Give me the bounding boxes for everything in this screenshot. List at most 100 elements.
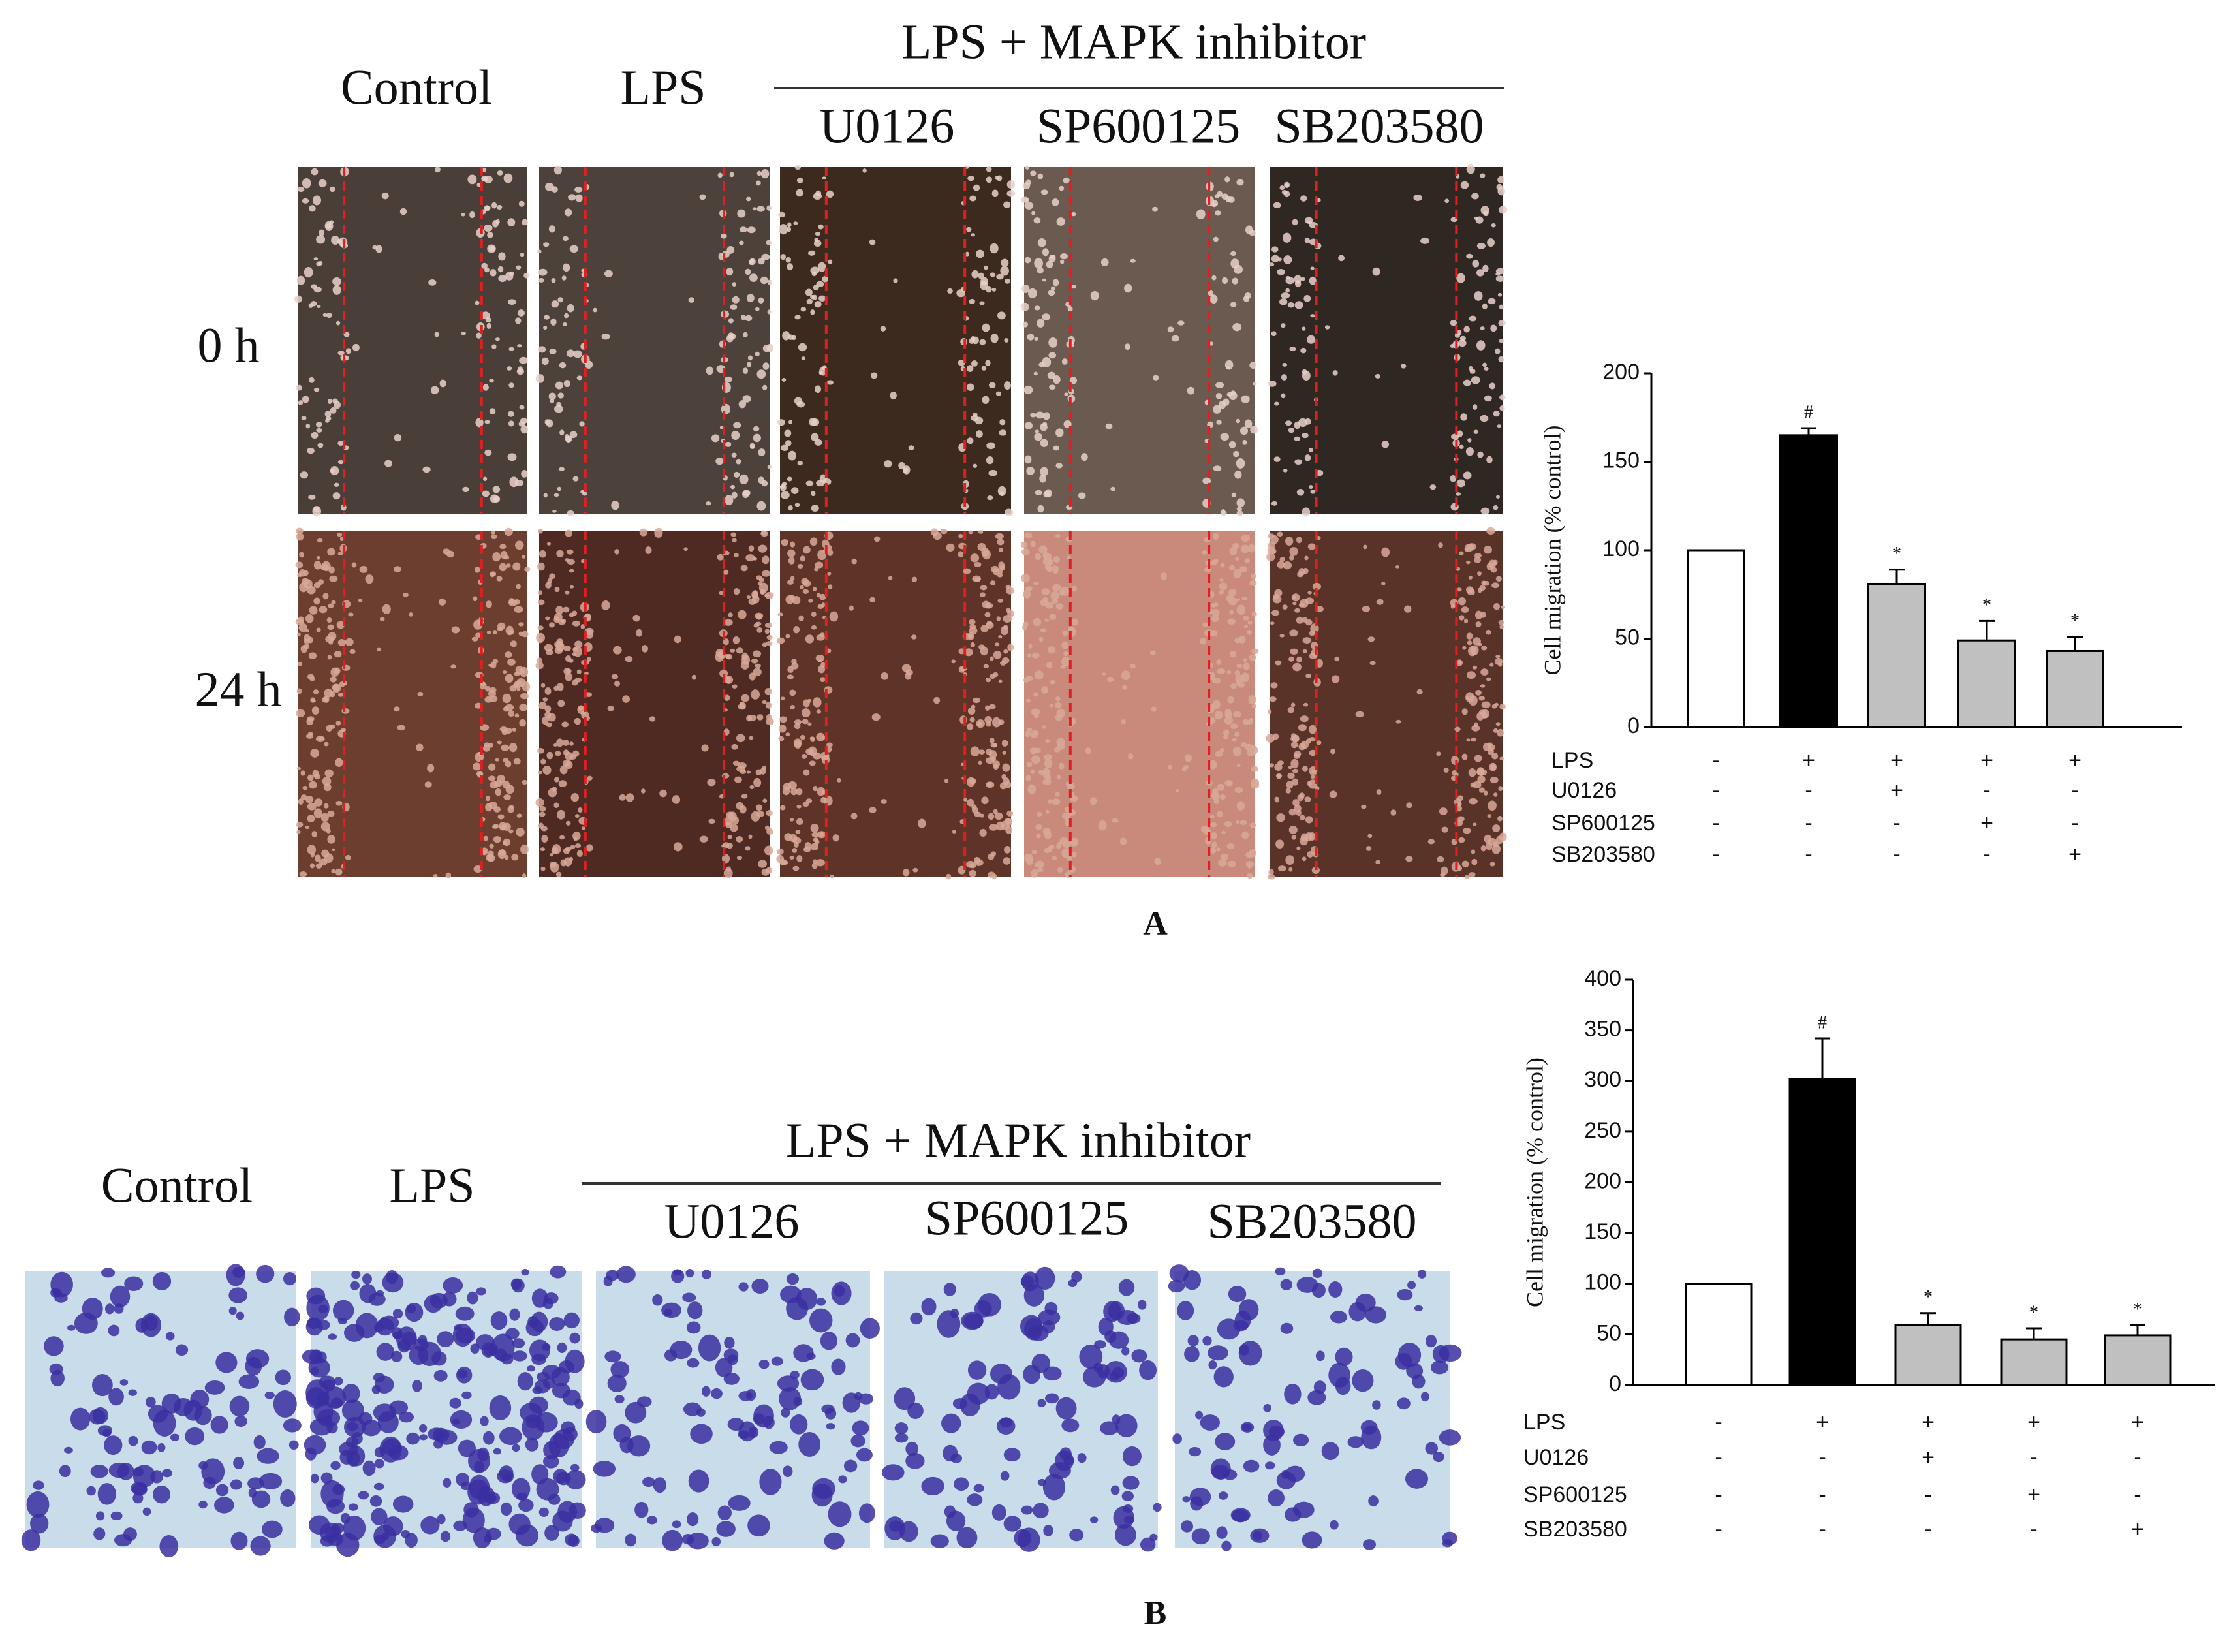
cell <box>309 1349 323 1365</box>
cell <box>737 209 746 218</box>
cell <box>826 380 834 385</box>
cell <box>816 859 826 867</box>
cell <box>1488 744 1495 751</box>
cell <box>980 277 988 286</box>
cell <box>1040 467 1049 476</box>
cell <box>971 270 979 279</box>
cell <box>351 1270 361 1279</box>
cell <box>1297 794 1304 802</box>
cell <box>261 1520 283 1538</box>
cell <box>969 869 977 877</box>
cell <box>1069 1529 1084 1542</box>
cell <box>777 419 785 426</box>
cell <box>627 1435 651 1457</box>
cell <box>725 495 734 505</box>
cell <box>796 189 803 197</box>
cell <box>556 1471 571 1486</box>
y-tick-label: 0 <box>1609 1371 1621 1396</box>
panel-label: A <box>1143 905 1168 943</box>
cell <box>988 824 998 831</box>
cell <box>946 543 955 552</box>
cell <box>44 1336 64 1356</box>
cell <box>1219 582 1228 591</box>
cell <box>1288 656 1294 662</box>
cell <box>475 300 480 305</box>
cell <box>1202 477 1211 485</box>
cell <box>762 700 767 704</box>
cell <box>1187 1335 1199 1347</box>
cell <box>1458 339 1467 347</box>
cell <box>549 1317 565 1331</box>
cell <box>1036 833 1041 839</box>
cell <box>1202 622 1208 627</box>
cell <box>1250 426 1258 434</box>
cell <box>858 1393 873 1405</box>
cell <box>497 1469 514 1484</box>
cell <box>1048 337 1058 348</box>
cell <box>1279 298 1288 305</box>
cell <box>1069 377 1077 384</box>
cell <box>820 677 826 682</box>
cell <box>1476 770 1484 775</box>
cell <box>1228 589 1237 597</box>
cell <box>569 585 574 589</box>
cell <box>1063 177 1070 184</box>
cell <box>1324 325 1330 330</box>
cell <box>965 860 975 868</box>
cell <box>610 1361 630 1379</box>
cell <box>362 1273 372 1285</box>
cell <box>1215 393 1223 399</box>
cell <box>997 598 1004 603</box>
cell <box>499 1427 522 1446</box>
cell <box>298 798 304 805</box>
cell <box>483 225 493 232</box>
cell <box>738 762 747 769</box>
cell <box>93 1527 106 1540</box>
cell <box>327 655 332 660</box>
cell <box>388 1444 409 1461</box>
cell <box>1430 1360 1449 1375</box>
cell <box>1276 813 1286 822</box>
panel-label: B <box>1144 1595 1167 1632</box>
cell <box>327 548 335 556</box>
cell <box>738 1391 753 1401</box>
cell <box>811 625 817 630</box>
cell <box>70 1407 91 1431</box>
condition-sign: - <box>1983 778 1990 803</box>
cell <box>1062 841 1071 849</box>
cell <box>316 627 321 632</box>
cell <box>1296 537 1302 544</box>
cell <box>1210 832 1217 840</box>
bar <box>1957 639 2016 728</box>
cell <box>214 1497 234 1514</box>
cell <box>322 593 329 600</box>
cell <box>532 1386 543 1394</box>
condition-sign: + <box>2027 1410 2040 1435</box>
cell <box>313 287 322 293</box>
cell <box>996 616 1001 621</box>
cell <box>312 506 321 517</box>
cell <box>810 266 820 275</box>
cell <box>317 443 324 448</box>
cell <box>294 295 302 303</box>
cell <box>264 1391 275 1399</box>
cell <box>549 622 555 628</box>
cell <box>1218 1491 1228 1500</box>
cell <box>1355 1293 1376 1312</box>
cell <box>336 621 345 629</box>
cell <box>1234 470 1242 479</box>
cell <box>328 603 334 609</box>
cell <box>1048 1462 1071 1479</box>
cell <box>1220 433 1229 441</box>
cell <box>1305 674 1312 678</box>
cell <box>1271 610 1279 616</box>
cell <box>580 624 585 630</box>
cell <box>1290 702 1296 708</box>
cell <box>1023 385 1033 394</box>
cell <box>326 1422 338 1434</box>
condition-sign: - <box>1893 842 1900 867</box>
cell <box>508 347 514 351</box>
cell <box>556 638 564 646</box>
cell <box>990 673 996 679</box>
cell <box>417 691 424 697</box>
